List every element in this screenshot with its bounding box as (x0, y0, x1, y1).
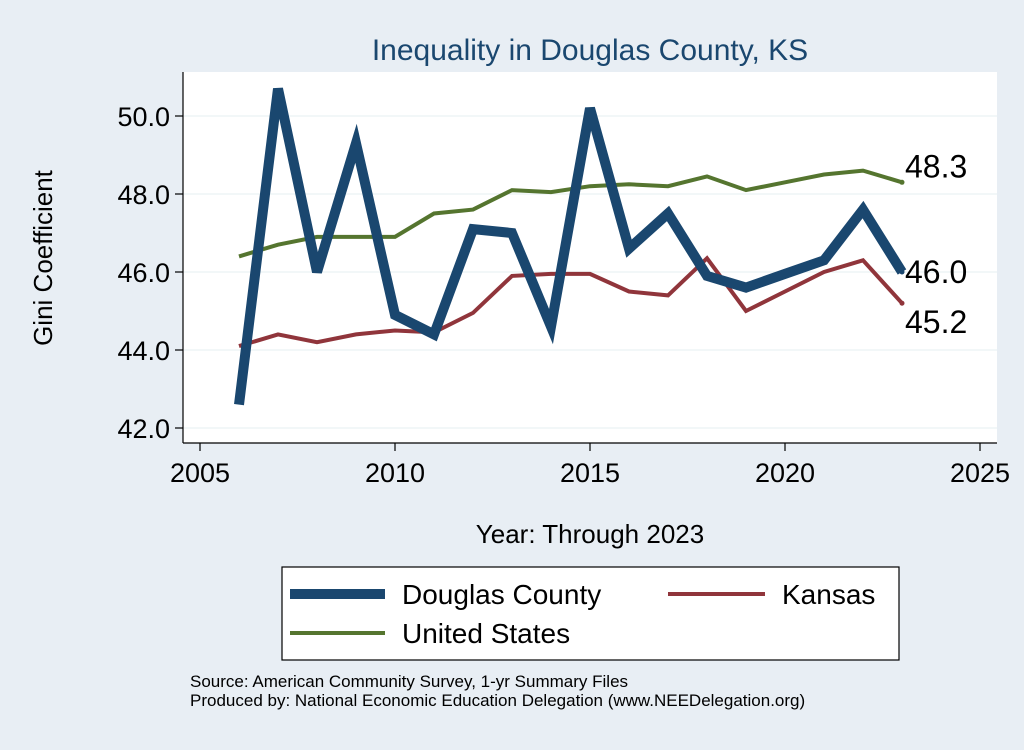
y-axis-ticks: 42.0 44.0 46.0 48.0 50.0 (117, 102, 183, 444)
end-point-united-states (899, 179, 905, 185)
x-tick-label: 2010 (365, 458, 425, 488)
series-line-kansas (238, 255, 904, 349)
x-tick-label: 2015 (560, 458, 620, 488)
y-tick-label: 46.0 (117, 258, 170, 288)
x-tick-label: 2025 (950, 458, 1010, 488)
legend-label-united-states: United States (402, 618, 570, 649)
source-line: Source: American Community Survey, 1-yr … (190, 672, 629, 691)
y-tick-label: 44.0 (117, 336, 170, 366)
y-tick-label: 42.0 (117, 414, 170, 444)
end-labels: 46.0 45.2 48.3 (905, 148, 967, 340)
x-tick-label: 2005 (170, 458, 230, 488)
y-tick-label: 50.0 (117, 102, 170, 132)
legend-label-kansas: Kansas (782, 579, 875, 610)
produced-by-line: Produced by: National Economic Education… (190, 691, 806, 710)
end-point-douglas-county (899, 269, 905, 275)
source-notes: Source: American Community Survey, 1-yr … (190, 672, 805, 710)
legend-label-douglas-county: Douglas County (402, 579, 601, 610)
series-lines (234, 87, 907, 406)
end-point-kansas (899, 300, 905, 306)
end-label-douglas-county: 46.0 (905, 254, 967, 290)
chart-title: Inequality in Douglas County, KS (372, 34, 808, 67)
y-axis-title: Gini Coefficient (28, 169, 58, 346)
series-line-douglas-county (234, 87, 907, 406)
x-axis-ticks: 2005 2010 2015 2020 2025 (170, 443, 1010, 488)
end-label-united-states: 48.3 (905, 148, 967, 184)
x-axis-title: Year: Through 2023 (476, 519, 704, 549)
x-tick-label: 2020 (755, 458, 815, 488)
y-tick-label: 48.0 (117, 180, 170, 210)
legend-box (281, 566, 900, 661)
end-label-kansas: 45.2 (905, 304, 967, 340)
